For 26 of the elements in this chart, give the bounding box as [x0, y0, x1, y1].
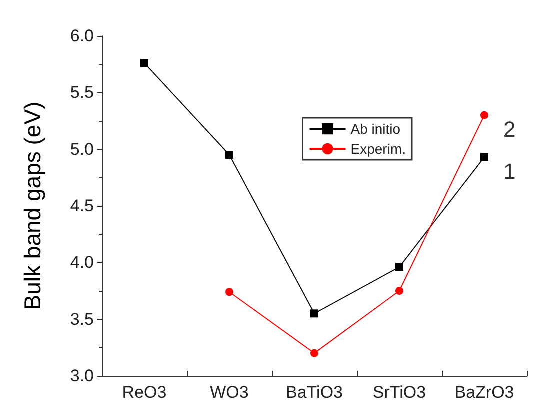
point — [480, 111, 488, 120]
y-tick-label: 5.5 — [70, 83, 94, 102]
point — [396, 287, 404, 295]
x-tick-label: ReO3 — [122, 383, 167, 402]
y-tick-label: 5.0 — [70, 140, 94, 159]
point — [396, 263, 404, 272]
point — [480, 153, 488, 162]
point — [226, 151, 234, 159]
y-tick-label: 6.0 — [70, 26, 94, 46]
y-tick-label: 3.0 — [70, 366, 94, 386]
x-tick-label: BaTiO3 — [286, 383, 344, 402]
y-tick-label: 3.5 — [70, 310, 94, 329]
legend-label: Experim. — [350, 141, 406, 157]
point — [226, 288, 234, 296]
point — [140, 59, 148, 68]
y-tick-label: 4.0 — [70, 253, 94, 272]
y-tick-label: 4.5 — [70, 196, 94, 216]
x-tick-label: SrTiO3 — [372, 383, 426, 402]
legend-label: Ab initio — [350, 121, 401, 137]
x-tick-label: BaZrO3 — [454, 383, 514, 402]
annotation: 1 — [504, 158, 516, 184]
y-axis-title: Bulk band gaps (eV) — [20, 102, 46, 310]
point — [310, 310, 318, 318]
annotation: 2 — [504, 116, 516, 142]
x-tick-label: WO3 — [210, 383, 249, 402]
point — [310, 349, 318, 358]
